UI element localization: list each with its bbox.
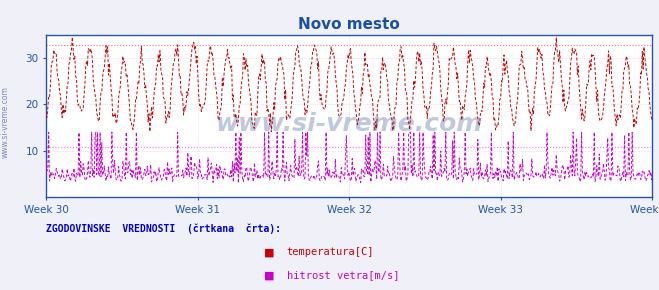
Text: temperatura[C]: temperatura[C] xyxy=(287,247,374,257)
Text: hitrost vetra[m/s]: hitrost vetra[m/s] xyxy=(287,270,399,280)
Text: ZGODOVINSKE  VREDNOSTI  (črtkana  črta):: ZGODOVINSKE VREDNOSTI (črtkana črta): xyxy=(46,224,281,234)
Text: www.si-vreme.com: www.si-vreme.com xyxy=(1,86,10,158)
Title: Novo mesto: Novo mesto xyxy=(299,17,400,32)
Text: www.si-vreme.com: www.si-vreme.com xyxy=(215,112,483,136)
Text: ■: ■ xyxy=(264,270,274,280)
Text: ■: ■ xyxy=(264,247,274,257)
